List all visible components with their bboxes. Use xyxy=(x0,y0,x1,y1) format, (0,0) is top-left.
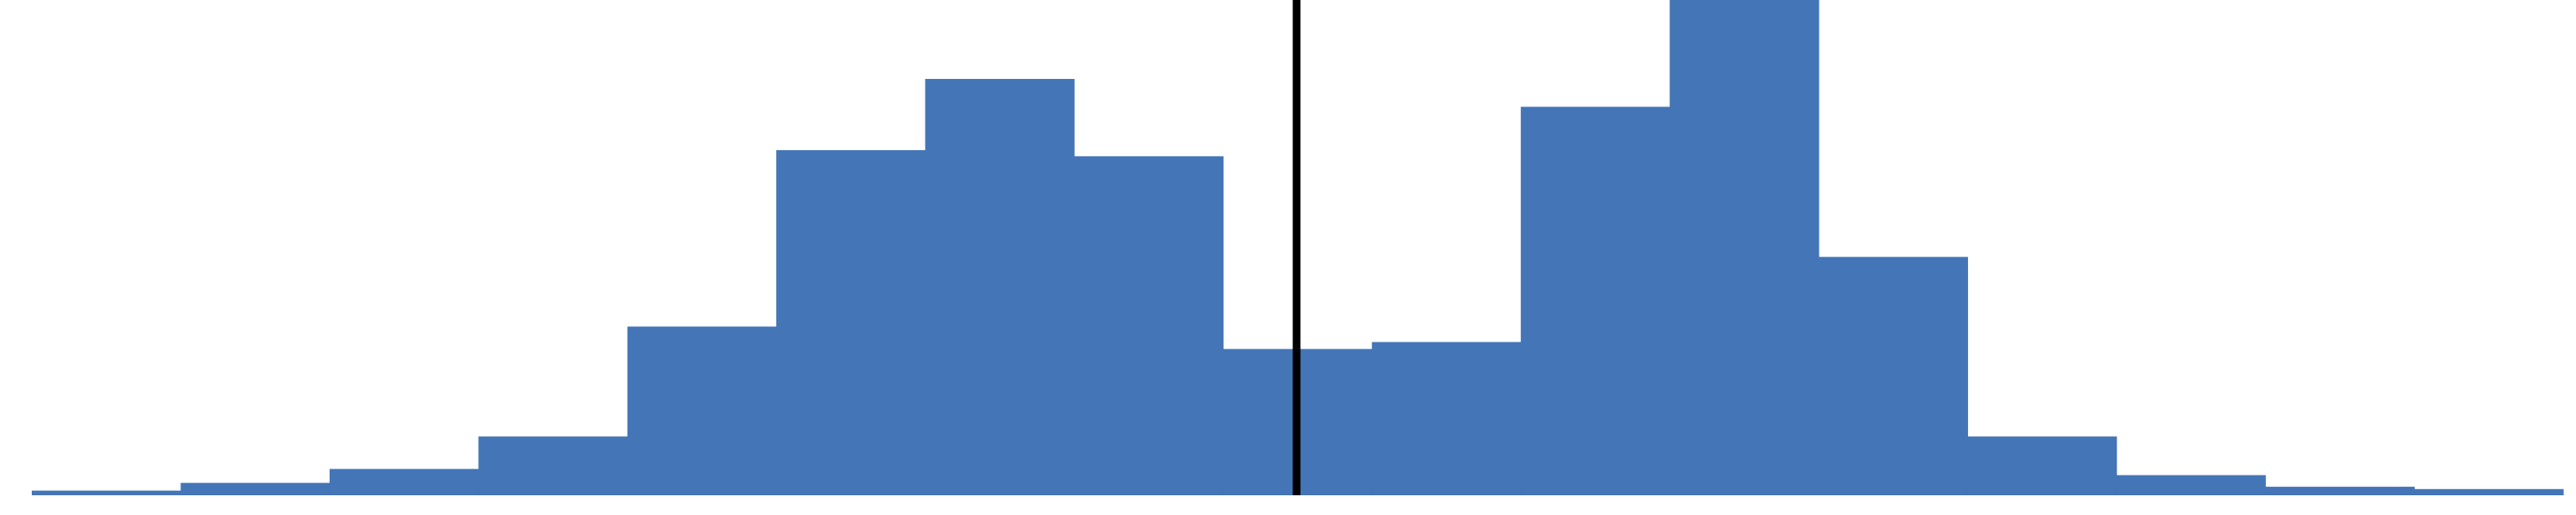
histogram-bar xyxy=(2265,487,2415,495)
histogram-bar xyxy=(776,149,927,495)
histogram-bar xyxy=(1521,106,1671,496)
histogram-bar xyxy=(478,436,629,495)
bars-layer xyxy=(32,0,2564,496)
histogram-bar xyxy=(32,490,182,495)
histogram-bar xyxy=(1967,436,2117,495)
histogram-bar xyxy=(925,78,1075,496)
histogram-bar xyxy=(1371,342,1522,495)
histogram-bar xyxy=(2116,475,2266,495)
histogram-bar xyxy=(1669,0,1820,495)
histogram-bar xyxy=(627,326,777,495)
histogram-bar xyxy=(180,482,331,496)
histogram-bar xyxy=(329,469,479,495)
histogram-bar xyxy=(1818,257,1968,495)
histogram-bar xyxy=(1073,156,1224,495)
histogram-bar xyxy=(2414,488,2564,495)
